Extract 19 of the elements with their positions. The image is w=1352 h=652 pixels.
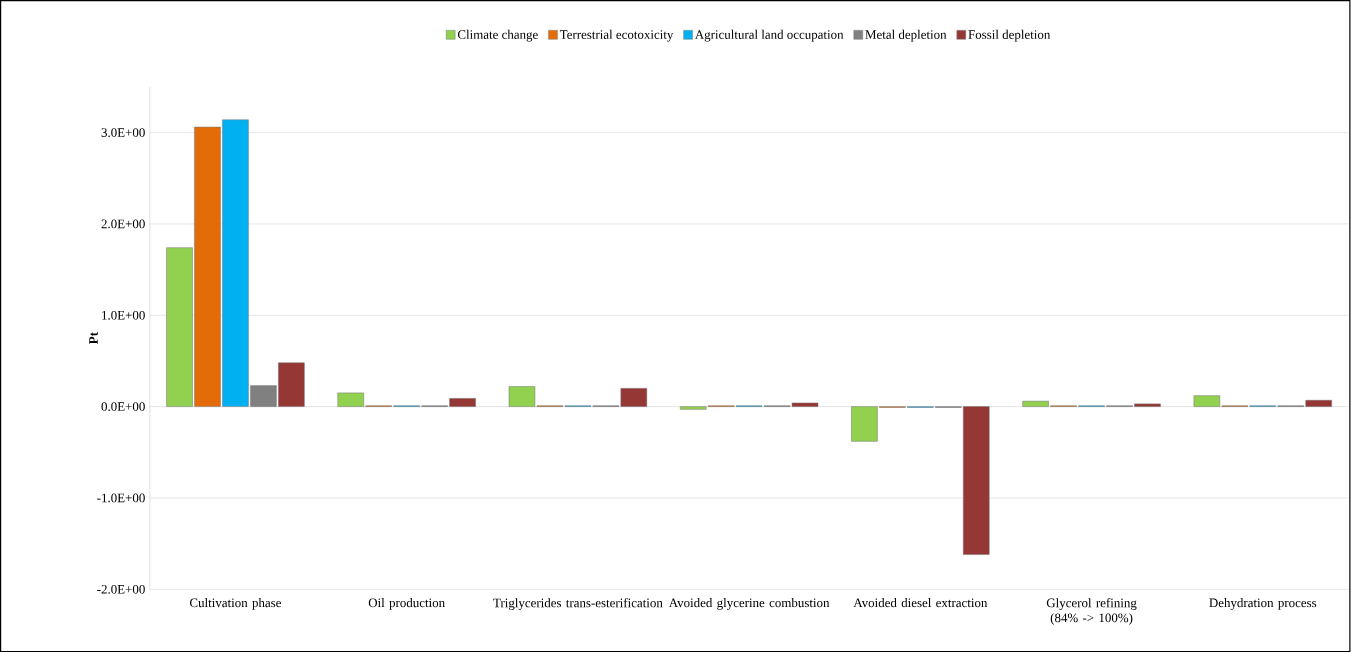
y-tick-label: 1.0E+00	[102, 310, 145, 320]
y-tick-label: -2.0E+00	[97, 584, 145, 594]
y-tick-label: 0.0E+00	[101, 402, 145, 411]
x-tick-label: Glycerol refining (84% -> 100%)	[1046, 597, 1137, 625]
legend-label: Terrestrial ecotoxicity	[559, 29, 674, 42]
x-tick-label: Triglycerides trans-esterification	[493, 597, 663, 610]
y-tick-label: 3.0E+00	[101, 128, 145, 137]
x-tick-label: Avoided diesel extraction	[853, 597, 988, 608]
x-tick-label: Avoided glycerine combustion	[668, 597, 830, 610]
y-axis-title: Pt	[89, 331, 98, 344]
x-tick-label: Dehydration process	[1209, 597, 1317, 610]
y-tick-label: -1.0E+00	[97, 493, 145, 503]
legend-label: Agricultural land occupation	[694, 29, 844, 42]
legend-label: Climate change	[457, 29, 538, 42]
legend-label: Metal depletion	[865, 29, 947, 42]
y-tick-label: 2.0E+00	[101, 219, 145, 229]
x-tick-label: Cultivation phase	[189, 597, 281, 610]
legend-label: Fossil depletion	[968, 29, 1051, 42]
x-tick-label: Oil production	[368, 597, 445, 610]
